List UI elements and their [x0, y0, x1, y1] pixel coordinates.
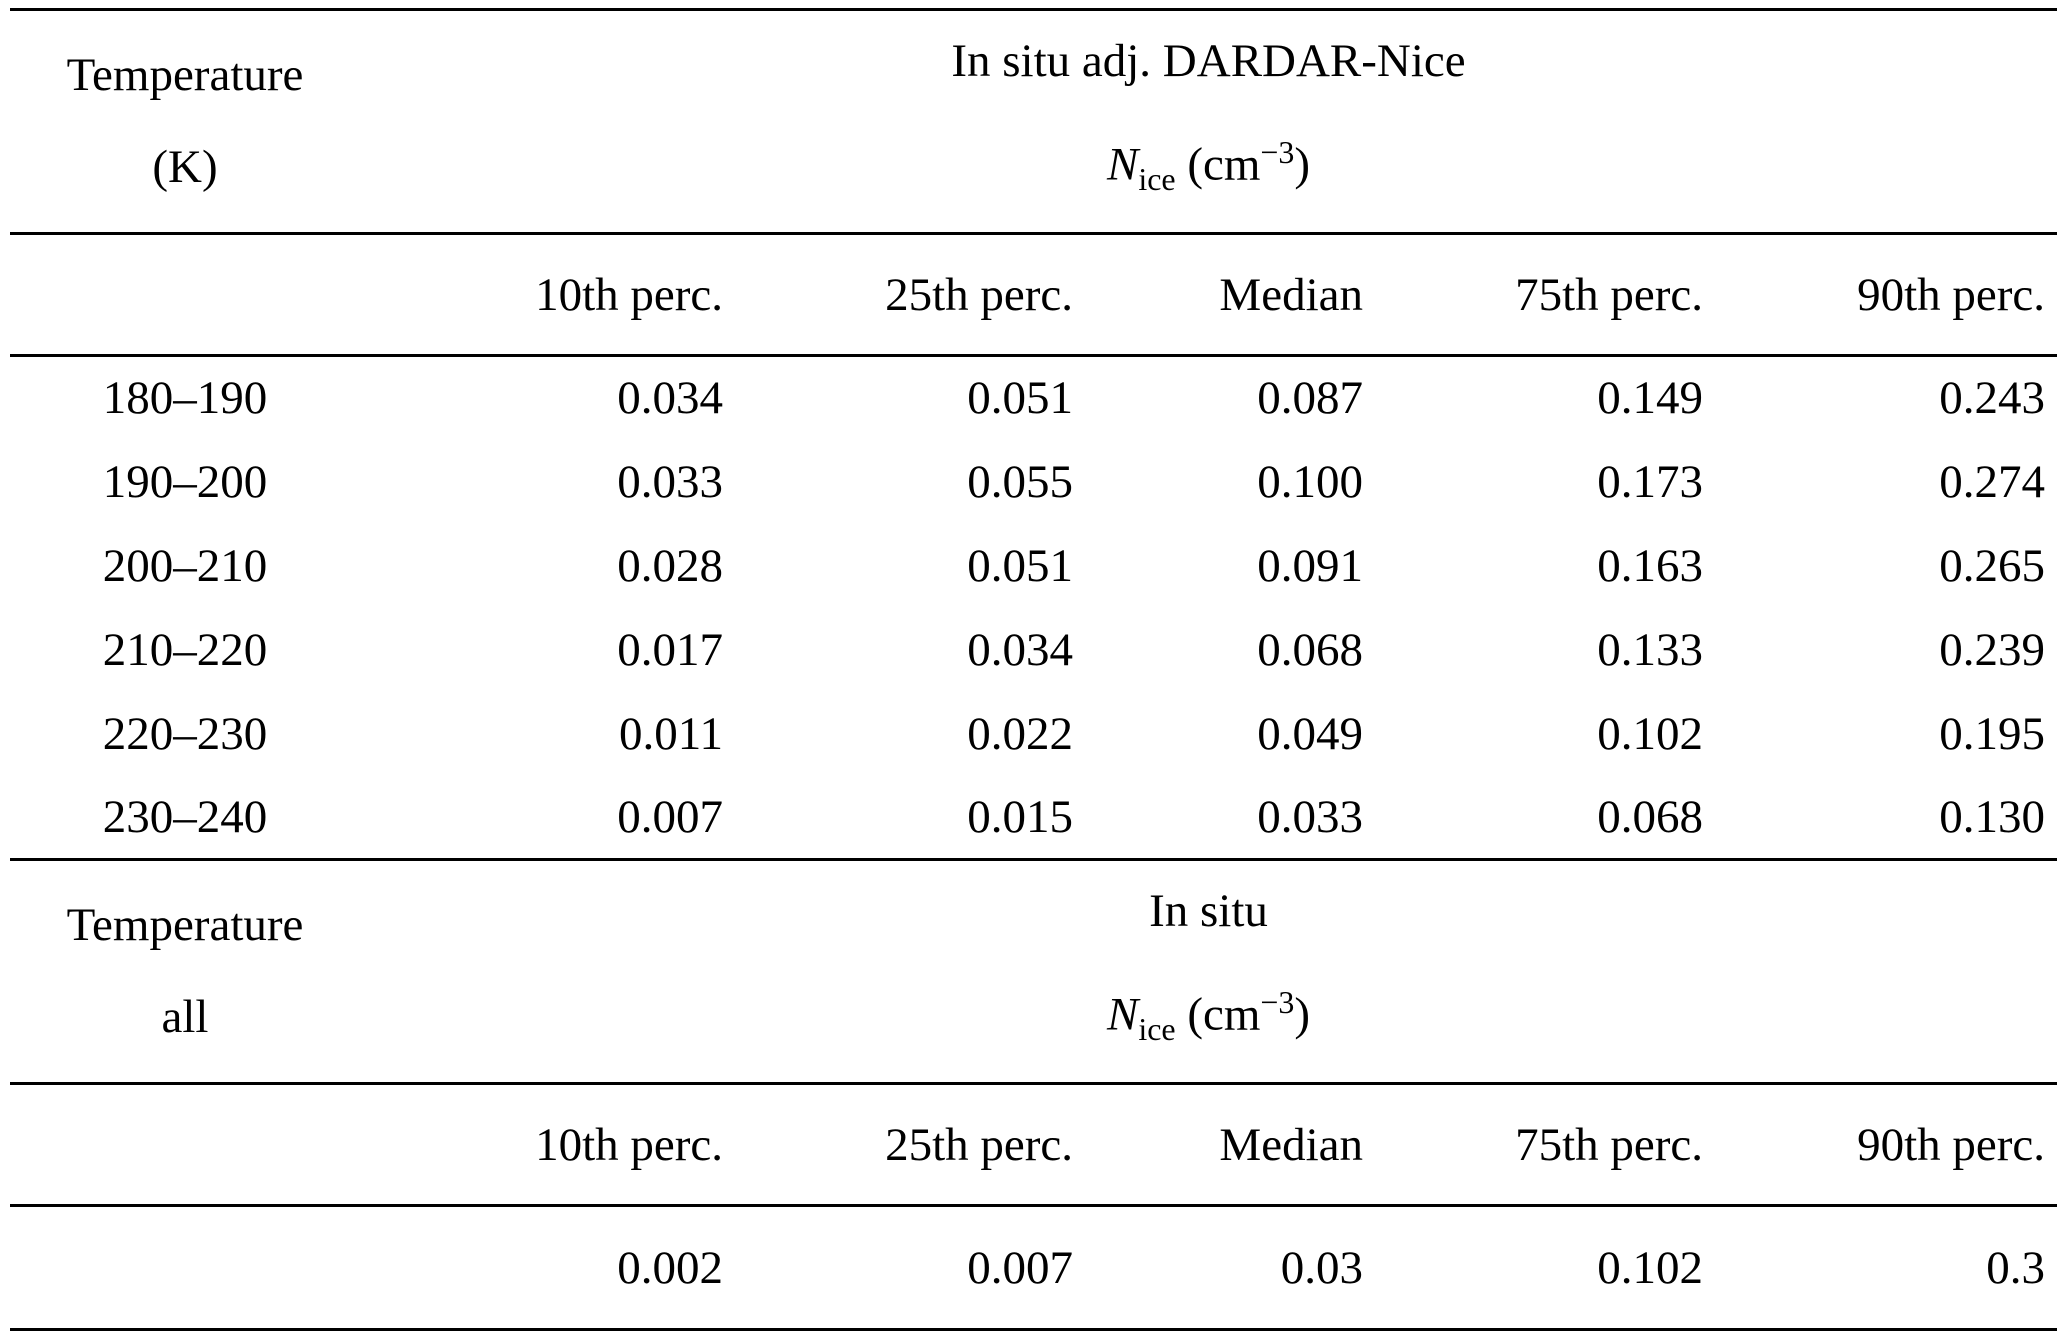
table1-header-row: Temperature (K) In situ adj. DARDAR-Nice…: [10, 7, 2057, 236]
nice-symbol: N: [1106, 988, 1139, 1041]
table-row: 200–210 0.028 0.051 0.091 0.163 0.265: [10, 524, 2057, 608]
table1-span-title: In situ adj. DARDAR-Nice: [951, 35, 1466, 87]
temperature-range: 200–210: [102, 539, 268, 592]
nice-subscript: ice: [1138, 162, 1176, 198]
value-25th: 0.015: [735, 775, 1085, 862]
table1-span-header: In situ adj. DARDAR-Nice Nice (cm−3): [360, 7, 2057, 236]
table1-col-75th: 75th perc.: [1375, 233, 1715, 358]
value-median: 0.068: [1257, 623, 1363, 676]
value-median: 0.033: [1085, 775, 1375, 862]
table2-stub-line1: Temperature: [66, 898, 304, 951]
nice-percentiles-table: Temperature (K) In situ adj. DARDAR-Nice…: [10, 7, 2057, 1331]
temperature-range: 180–190: [102, 372, 268, 425]
table-row: 220–230 0.011 0.022 0.049 0.102 0.195: [10, 692, 2057, 776]
value-25th: 0.051: [967, 372, 1073, 425]
nice-unit-exponent: −3: [1260, 135, 1295, 170]
value-median: 0.100: [1257, 455, 1363, 508]
table1-col-10th: 10th perc.: [360, 233, 735, 358]
temperature-range: 230–240: [10, 775, 360, 862]
value-75th: 0.068: [1375, 775, 1715, 862]
value-75th: 0.102: [1597, 707, 1703, 760]
value-10th: 0.007: [360, 775, 735, 862]
table1-col-90th: 90th perc.: [1715, 233, 2057, 358]
value-median: 0.087: [1257, 372, 1363, 425]
table2-col-90th: 90th perc.: [1715, 1083, 2057, 1208]
value-75th: 0.163: [1597, 539, 1703, 592]
table2-subheader-row: 10th perc. 25th perc. Median 75th perc. …: [10, 1083, 2057, 1208]
table2-stub-header: Temperature all: [10, 859, 360, 1086]
temperature-range: 220–230: [102, 707, 268, 760]
value-10th: 0.011: [618, 707, 723, 760]
value-10th: 0.017: [617, 623, 723, 676]
table2-stub-line2: all: [161, 990, 209, 1043]
nice-unit-close: ): [1294, 988, 1311, 1041]
value-10th: 0.002: [360, 1205, 735, 1331]
table2-empty-label-cell: [10, 1205, 360, 1331]
nice-unit-close: ): [1294, 138, 1311, 191]
value-90th: 0.130: [1715, 775, 2057, 862]
table1-stub-line2: (K): [152, 140, 218, 193]
table2-col-10th: 10th perc.: [360, 1083, 735, 1208]
value-90th: 0.243: [1939, 372, 2045, 425]
value-10th: 0.034: [617, 372, 723, 425]
table1-col-25th: 25th perc.: [735, 233, 1085, 358]
value-10th: 0.028: [617, 539, 723, 592]
value-25th: 0.022: [967, 707, 1073, 760]
value-75th: 0.173: [1597, 455, 1703, 508]
value-90th: 0.274: [1939, 455, 2045, 508]
value-25th: 0.055: [967, 455, 1073, 508]
value-25th: 0.034: [967, 623, 1073, 676]
value-90th: 0.265: [1939, 539, 2045, 592]
nice-unit-exponent: −3: [1260, 985, 1295, 1021]
table-row: 180–190 0.034 0.051 0.087 0.149 0.243: [10, 356, 2057, 440]
table1-nice-unit-label: Nice (cm−3): [360, 107, 2057, 226]
nice-symbol: N: [1106, 138, 1139, 191]
table2-span-header: In situ Nice (cm−3): [360, 859, 2057, 1086]
value-median: 0.091: [1257, 539, 1363, 592]
table1-stub-header: Temperature (K): [10, 7, 360, 236]
temperature-range: 190–200: [102, 455, 268, 508]
nice-unit-open: (cm: [1175, 988, 1261, 1041]
value-median: 0.03: [1085, 1205, 1375, 1331]
value-75th: 0.102: [1375, 1205, 1715, 1331]
table1-subheader-row: 10th perc. 25th perc. Median 75th perc. …: [10, 233, 2057, 358]
value-90th: 0.239: [1939, 623, 2045, 676]
table-row: 230–240 0.007 0.015 0.033 0.068 0.130: [10, 775, 2057, 862]
table2-col-75th: 75th perc.: [1375, 1083, 1715, 1208]
paper-table-page: Temperature (K) In situ adj. DARDAR-Nice…: [10, 7, 2057, 1331]
table2-subheader-empty-cell: [10, 1083, 360, 1208]
table2-col-25th: 25th perc.: [735, 1083, 1085, 1208]
table-row: 190–200 0.033 0.055 0.100 0.173 0.274: [10, 440, 2057, 524]
table2-nice-unit-label: Nice (cm−3): [360, 957, 2057, 1076]
value-90th: 0.3: [1715, 1205, 2057, 1331]
value-25th: 0.007: [735, 1205, 1085, 1331]
table2-col-median: Median: [1085, 1083, 1375, 1208]
value-75th: 0.149: [1597, 372, 1703, 425]
table1-col-median: Median: [1085, 233, 1375, 358]
value-25th: 0.051: [967, 539, 1073, 592]
table1-stub-line1: Temperature: [66, 48, 304, 101]
value-90th: 0.195: [1939, 707, 2045, 760]
table-row: 210–220 0.017 0.034 0.068 0.133 0.239: [10, 608, 2057, 692]
value-75th: 0.133: [1597, 623, 1703, 676]
nice-subscript: ice: [1138, 1012, 1176, 1048]
value-10th: 0.033: [617, 455, 723, 508]
temperature-range: 210–220: [102, 623, 268, 676]
nice-unit-open: (cm: [1175, 138, 1261, 191]
table1-subheader-empty-cell: [10, 233, 360, 358]
value-median: 0.049: [1257, 707, 1363, 760]
table2-span-title: In situ: [1149, 885, 1268, 938]
table-row: 0.002 0.007 0.03 0.102 0.3: [10, 1205, 2057, 1331]
table2-header-row: Temperature all In situ Nice (cm−3): [10, 859, 2057, 1086]
